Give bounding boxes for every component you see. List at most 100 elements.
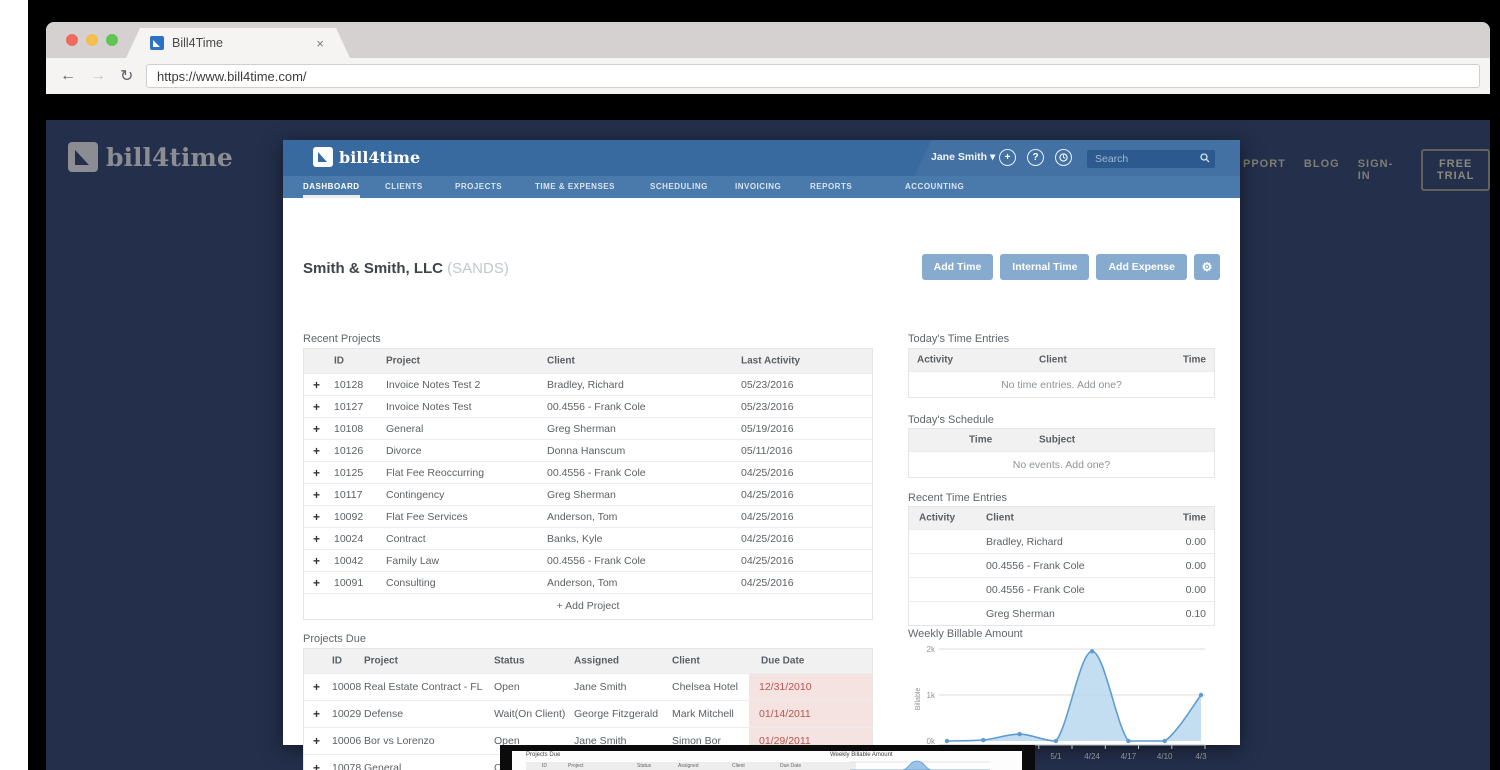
cell-text: Flat Fee Reoccurring [386,466,485,479]
expand-icon[interactable]: + [313,761,321,770]
app-nav-item-projects[interactable]: PROJECTS [455,182,503,191]
browser-tab[interactable]: Bill4Time × [126,28,350,58]
expand-icon[interactable]: + [313,509,321,524]
empty-state[interactable]: No time entries. Add one? [909,371,1214,397]
add-expense-button[interactable]: Add Expense [1096,254,1187,280]
overdue-date-cell: 12/31/2010 [749,674,872,700]
back-icon[interactable]: ← [60,67,76,84]
app-nav-item-scheduling[interactable]: SCHEDULING [650,182,708,191]
svg-text:4/10: 4/10 [1157,752,1173,761]
expand-icon[interactable]: + [313,531,321,546]
help-icon[interactable]: ? [1027,149,1044,166]
expand-icon[interactable]: + [313,553,321,568]
search-icon[interactable] [1200,153,1210,163]
table-row[interactable]: +10092 Flat Fee Services Anderson, Tom 04/2… [304,505,872,527]
table-row[interactable]: +10091 Consulting Anderson, Tom 04/25/2016 [304,571,872,593]
app-logo[interactable]: bill4time [313,147,420,167]
cell-text: 05/23/2016 [741,400,794,413]
cell-text: Donna Hanscum [547,444,626,457]
table-row[interactable]: +10029 Defense Wait(On Client) George Fitzg… [304,700,872,727]
expand-icon[interactable]: + [313,443,321,458]
table-row[interactable]: +10128 Invoice Notes Test 2 Bradley, Richa… [304,373,872,395]
cell-text: 04/25/2016 [741,488,794,501]
table-row[interactable]: +10117 Contingency Greg Sherman 04/25/2016 [304,483,872,505]
table-row[interactable]: Bradley, Richard 0.00 [909,529,1214,553]
app-nav-item-invoicing[interactable]: INVOICING [735,182,782,191]
expand-icon[interactable]: + [313,680,321,694]
table-row[interactable]: +10008 Real Estate Contract - FL Open Jane … [304,673,872,700]
free-trial-button[interactable]: FREE TRIAL [1421,149,1490,191]
settings-gear-button[interactable]: ⚙ [1194,254,1220,280]
search-input[interactable] [1087,150,1215,168]
preview-mini-chart [850,760,990,770]
table-row[interactable]: +10024 Contract Banks, Kyle 04/25/2016 [304,527,872,549]
app-logo-icon [313,147,333,167]
close-window-button[interactable] [66,34,78,46]
site-nav-item-pport[interactable]: PPORT [1243,158,1286,170]
preview-col-5: Due Date [780,763,802,769]
maximize-window-button[interactable] [106,34,118,46]
cell-text: Bradley, Richard [986,535,1063,548]
add-icon[interactable]: + [999,149,1016,166]
table-row[interactable]: +10126 Divorce Donna Hanscum 05/11/2016 [304,439,872,461]
add-project-link[interactable]: + Add Project [304,593,872,619]
internal-time-button[interactable]: Internal Time [1000,254,1090,280]
cell-text: Greg Sherman [547,488,616,501]
table-row[interactable]: 00.4556 - Frank Cole 0.00 [909,553,1214,577]
tab-close-icon[interactable]: × [316,35,324,51]
chevron-down-icon: ▾ [989,151,996,163]
app-nav-item-reports[interactable]: REPORTS [810,182,853,191]
todays-time-entries-table: Activity Client Time No time entries. Ad… [908,348,1215,398]
expand-icon[interactable]: + [313,707,321,721]
site-nav-item-blog[interactable]: BLOG [1303,158,1340,170]
expand-icon[interactable]: + [313,465,321,480]
expand-icon[interactable]: + [313,734,321,748]
preview-col-3: Assigned [678,763,699,769]
address-bar[interactable]: https://www.bill4time.com/ [146,64,1480,88]
site-logo-text: bill4time [106,142,233,172]
table-row[interactable]: +10125 Flat Fee Reoccurring 00.4556 - Fran… [304,461,872,483]
app-nav-item-dashboard[interactable]: DASHBOARD [303,176,360,198]
cell-text: 00.4556 - Frank Cole [986,559,1085,572]
site-logo[interactable]: bill4time [68,142,233,172]
app-nav-item-time-expenses[interactable]: TIME & EXPENSES [535,182,615,191]
app-nav-item-accounting[interactable]: ACCOUNTING [905,182,965,191]
weekly-billable-title: Weekly Billable Amount [908,628,1023,640]
cell-text: 0.00 [1185,583,1206,596]
timer-clock-icon[interactable] [1055,149,1072,166]
cell-text: Greg Sherman [547,422,616,435]
client-code: (SANDS) [447,260,509,277]
cell-text: Consulting [386,576,436,589]
table-row[interactable]: Greg Sherman 0.10 [909,601,1214,625]
url-text: https://www.bill4time.com/ [157,68,307,84]
cell-text: Open [494,681,520,693]
table-row[interactable]: 00.4556 - Frank Cole 0.00 [909,577,1214,601]
empty-state[interactable]: No events. Add one? [909,451,1214,477]
bill4time-website: bill4time PPORT BLOG SIGN-IN FREE TRIAL bi… [46,120,1490,770]
cell-text: Wait(On Client) [494,708,566,720]
table-row[interactable]: +10042 Family Law 00.4556 - Frank Cole 04/2… [304,549,872,571]
expand-icon[interactable]: + [313,421,321,436]
cell-text: Divorce [386,444,422,457]
preview-chart-label: Weekly Billable Amount [830,752,893,758]
cell-text: 04/25/2016 [741,576,794,589]
table-row[interactable]: +10127 Invoice Notes Test 00.4556 - Frank … [304,395,872,417]
expand-icon[interactable]: + [313,487,321,502]
site-nav-item-sign-in[interactable]: SIGN-IN [1357,158,1394,182]
due-date: 12/31/2010 [759,681,812,693]
cell-text: 10091 [334,576,364,589]
cell-text: Open [494,735,520,747]
user-menu[interactable]: Jane Smith ▾ [931,151,996,163]
expand-icon[interactable]: + [313,377,321,392]
cell-text: Jane Smith [574,681,627,693]
table-header: Activity Client Time [909,349,1214,371]
expand-icon[interactable]: + [313,575,321,590]
minimize-window-button[interactable] [86,34,98,46]
add-time-button[interactable]: Add Time [921,254,994,280]
table-row[interactable]: +10108 General Greg Sherman 05/19/2016 [304,417,872,439]
app-nav-item-clients[interactable]: CLIENTS [385,182,423,191]
table-header: ID Project Client Last Activity [304,349,872,373]
reload-icon[interactable]: ↻ [120,68,134,85]
expand-icon[interactable]: + [313,399,321,414]
browser-window: Bill4Time × ← → ↻ https://www.bill4time.… [46,22,1490,770]
